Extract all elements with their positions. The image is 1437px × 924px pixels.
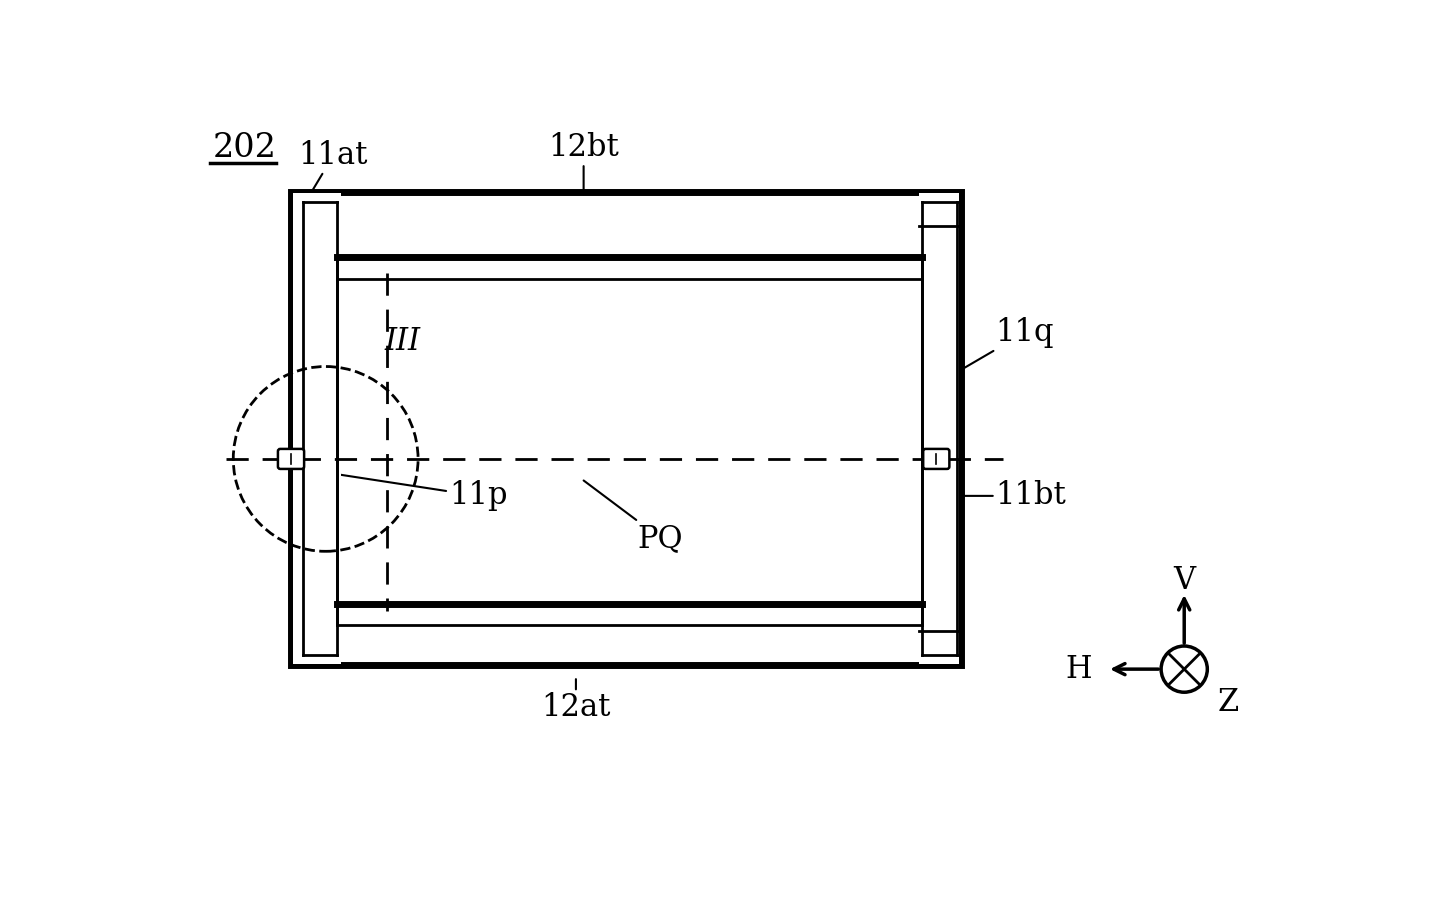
Text: 11bt: 11bt [963,480,1066,511]
FancyBboxPatch shape [923,449,950,469]
Text: 11q: 11q [946,317,1055,379]
Text: PQ: PQ [583,480,684,553]
Text: Z: Z [1217,687,1239,718]
Text: V: V [1173,565,1196,596]
Bar [292,192,961,665]
Text: 11at: 11at [299,140,368,194]
Text: 12bt: 12bt [549,132,619,194]
Text: H: H [1065,653,1092,685]
Text: III: III [385,326,421,358]
Bar [918,193,960,663]
Text: 202: 202 [213,132,276,164]
Text: 12at: 12at [542,679,611,723]
Text: 11p: 11p [303,469,507,511]
Bar [293,193,341,663]
FancyBboxPatch shape [277,449,305,469]
